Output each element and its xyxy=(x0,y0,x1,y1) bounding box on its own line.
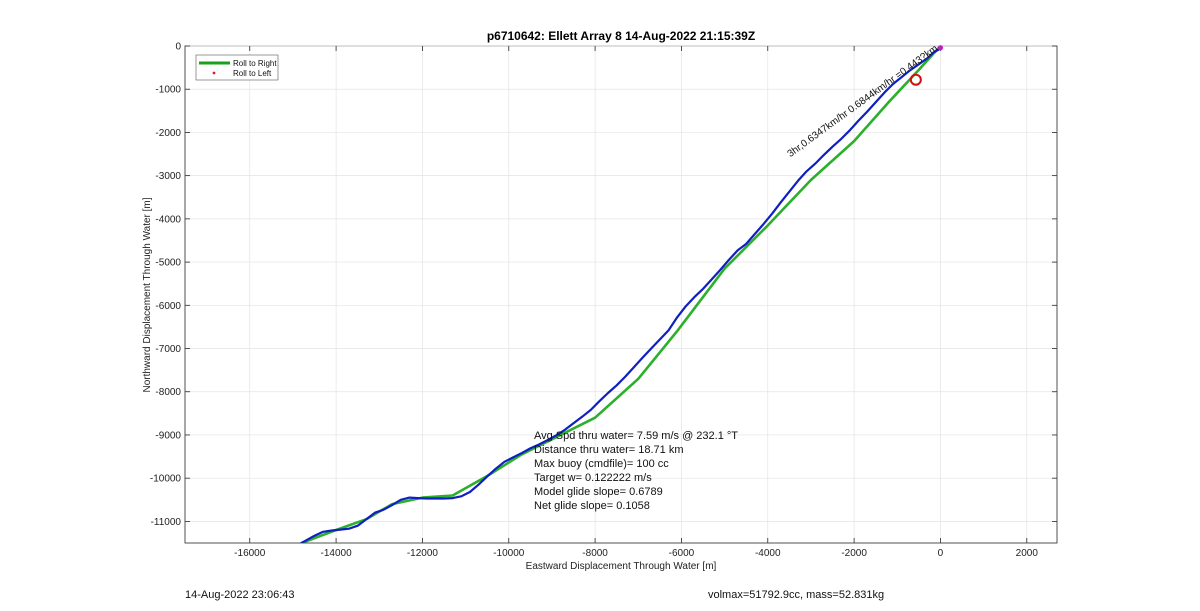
markers-group xyxy=(909,45,944,86)
legend-dot-roll-left xyxy=(212,71,216,75)
y-axis-ticks: 0 -1000 -2000 -3000 -4000 -5000 -6000 -7000 -800… xyxy=(150,42,1057,528)
y-tick-label: -5000 xyxy=(155,258,181,269)
stat-net-glide-slope: Net glide slope= 0.1058 xyxy=(534,500,650,512)
y-tick-label: -4000 xyxy=(155,214,181,225)
stat-avg-speed: Avg Spd thru water= 7.59 m/s @ 232.1 °T xyxy=(534,430,738,442)
x-tick-label: 0 xyxy=(938,548,944,559)
chart-title: p6710642: Ellett Array 8 14-Aug-2022 21:… xyxy=(487,29,755,43)
x-axis-ticks: -16000 -14000 -12000 -10000 -8000 -6000 -4000 -… xyxy=(234,46,1038,559)
grid xyxy=(185,45,1057,543)
x-tick-label: -14000 xyxy=(321,548,353,559)
legend: Roll to Right Roll to Left xyxy=(195,54,279,81)
x-tick-label: -10000 xyxy=(493,548,525,559)
y-tick-label: -3000 xyxy=(155,171,181,182)
x-tick-label: 2000 xyxy=(1016,548,1039,559)
x-tick-label: -2000 xyxy=(841,548,867,559)
stat-max-buoy: Max buoy (cmdfile)= 100 cc xyxy=(534,458,669,470)
y-tick-label: -8000 xyxy=(155,387,181,398)
y-tick-label: -11000 xyxy=(151,517,182,528)
legend-label-roll-left: Roll to Left xyxy=(233,69,272,78)
y-tick-label: 0 xyxy=(175,42,181,53)
stat-target-w: Target w= 0.122222 m/s xyxy=(534,472,652,484)
y-tick-label: -10000 xyxy=(150,474,182,485)
y-tick-label: -6000 xyxy=(155,301,181,312)
y-tick-label: -2000 xyxy=(155,128,181,139)
footer-timestamp: 14-Aug-2022 23:06:43 xyxy=(185,589,294,601)
x-tick-label: -16000 xyxy=(234,548,266,559)
stat-model-glide-slope: Model glide slope= 0.6789 xyxy=(534,486,663,498)
x-axis-label: Eastward Displacement Through Water [m] xyxy=(526,561,717,572)
x-tick-label: -6000 xyxy=(669,548,695,559)
y-tick-label: -9000 xyxy=(155,430,181,441)
marker-dot xyxy=(937,45,944,51)
plot-area xyxy=(184,45,1058,544)
stat-distance: Distance thru water= 18.71 km xyxy=(534,444,684,456)
footer-volume-mass: volmax=51792.9cc, mass=52.831kg xyxy=(708,589,884,601)
legend-box xyxy=(195,54,279,81)
marker-circle xyxy=(909,73,922,86)
series-line-2 xyxy=(300,47,942,543)
stats-annotations: Avg Spd thru water= 7.59 m/s @ 232.1 °T … xyxy=(534,430,738,512)
x-tick-label: -12000 xyxy=(407,548,439,559)
y-axis-label: Northward Displacement Through Water [m] xyxy=(142,197,153,392)
legend-label-roll-right: Roll to Right xyxy=(233,59,277,68)
series-group xyxy=(300,46,942,543)
y-tick-label: -7000 xyxy=(155,344,181,355)
y-tick-label: -1000 xyxy=(155,85,181,96)
x-tick-label: -8000 xyxy=(582,548,608,559)
x-tick-label: -4000 xyxy=(755,548,781,559)
